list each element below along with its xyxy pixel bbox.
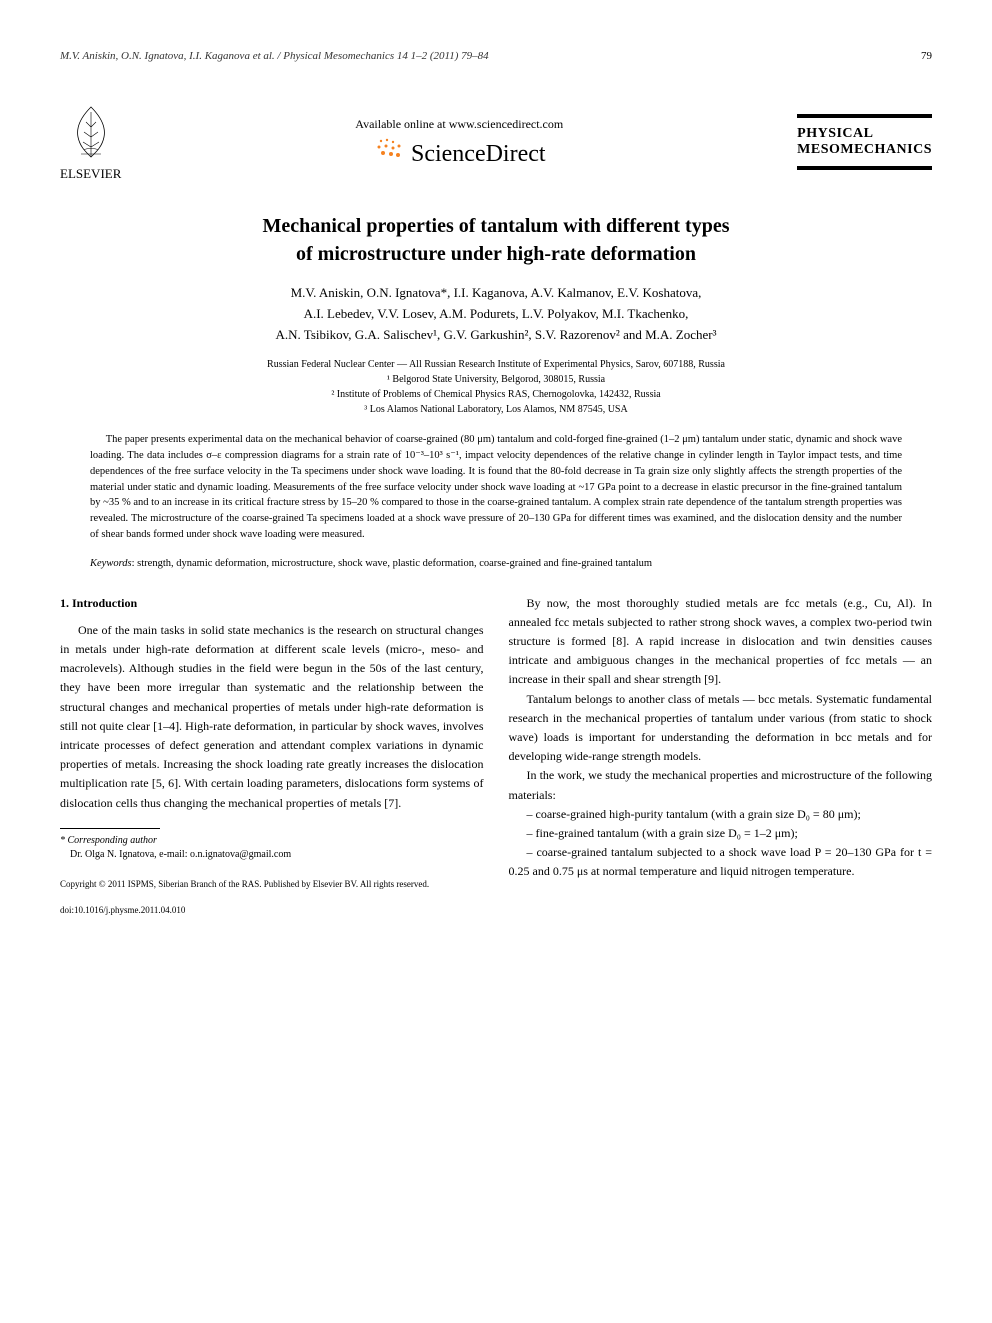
- sciencedirect-dots-icon: [373, 137, 403, 168]
- authors-line3: A.N. Tsibikov, G.A. Salischev¹, G.V. Gar…: [60, 325, 932, 346]
- section-1-heading: 1. Introduction: [60, 594, 484, 613]
- article-title: Mechanical properties of tantalum with d…: [60, 212, 932, 268]
- left-column: 1. Introduction One of the main tasks in…: [60, 594, 484, 918]
- copyright-text: Copyright © 2011 ISPMS, Siberian Branch …: [60, 877, 484, 891]
- publisher-banner: ELSEVIER Available online at www.science…: [60, 102, 932, 182]
- col2-paragraph-3: In the work, we study the mechanical pro…: [509, 766, 933, 804]
- affiliation-2: ² Institute of Problems of Chemical Phys…: [60, 387, 932, 402]
- sciencedirect-section: Available online at www.sciencedirect.co…: [121, 117, 797, 168]
- sciencedirect-label: ScienceDirect: [411, 141, 546, 167]
- journal-name-line1: PHYSICAL: [797, 126, 932, 142]
- authors-line1: M.V. Aniskin, O.N. Ignatova*, I.I. Kagan…: [60, 283, 932, 304]
- elsevier-logo: ELSEVIER: [60, 102, 121, 182]
- authors-line2: A.I. Lebedev, V.V. Losev, A.M. Podurets,…: [60, 304, 932, 325]
- body-columns: 1. Introduction One of the main tasks in…: [60, 594, 932, 918]
- affiliation-main: Russian Federal Nuclear Center — All Rus…: [60, 357, 932, 372]
- keywords-text: : strength, dynamic deformation, microst…: [132, 558, 652, 569]
- abstract-text: The paper presents experimental data on …: [90, 432, 902, 542]
- footnote-block: * Corresponding author Dr. Olga N. Ignat…: [60, 834, 484, 862]
- footnote-rule: [60, 828, 160, 829]
- affiliation-1: ¹ Belgorod State University, Belgorod, 3…: [60, 372, 932, 387]
- corresponding-author-contact: Dr. Olga N. Ignatova, e-mail: o.n.ignato…: [60, 848, 484, 862]
- col2-item-3: – coarse-grained tantalum subjected to a…: [509, 843, 933, 881]
- available-online-text: Available online at www.sciencedirect.co…: [121, 117, 797, 132]
- corresponding-author-label: * Corresponding author: [60, 834, 484, 848]
- right-column: By now, the most thoroughly studied meta…: [509, 594, 933, 918]
- col2-item-1: – coarse-grained high-purity tantalum (w…: [509, 805, 933, 824]
- keywords-block: Keywords: strength, dynamic deformation,…: [90, 558, 902, 569]
- running-header-row: M.V. Aniskin, O.N. Ignatova, I.I. Kagano…: [60, 50, 932, 62]
- abstract-block: The paper presents experimental data on …: [90, 432, 902, 542]
- col2-paragraph-1: By now, the most thoroughly studied meta…: [509, 594, 933, 690]
- journal-name-line2: MESOMECHANICS: [797, 142, 932, 158]
- title-line1: Mechanical properties of tantalum with d…: [60, 212, 932, 240]
- affiliations-block: Russian Federal Nuclear Center — All Rus…: [60, 357, 932, 417]
- intro-paragraph-1: One of the main tasks in solid state mec…: [60, 621, 484, 813]
- keywords-label: Keywords: [90, 558, 132, 569]
- page-number: 79: [921, 50, 932, 62]
- col2-paragraph-2: Tantalum belongs to another class of met…: [509, 690, 933, 767]
- elsevier-label: ELSEVIER: [60, 166, 121, 182]
- running-header-text: M.V. Aniskin, O.N. Ignatova, I.I. Kagano…: [60, 50, 489, 62]
- doi-text: doi:10.1016/j.physme.2011.04.010: [60, 903, 484, 917]
- sciencedirect-logo: ScienceDirect: [121, 137, 797, 168]
- title-line2: of microstructure under high-rate deform…: [60, 240, 932, 268]
- col2-item-2: – fine-grained tantalum (with a grain si…: [509, 824, 933, 843]
- affiliation-3: ³ Los Alamos National Laboratory, Los Al…: [60, 402, 932, 417]
- elsevier-tree-icon: [66, 102, 116, 162]
- authors-block: M.V. Aniskin, O.N. Ignatova*, I.I. Kagan…: [60, 283, 932, 345]
- journal-title-box: PHYSICAL MESOMECHANICS: [797, 114, 932, 170]
